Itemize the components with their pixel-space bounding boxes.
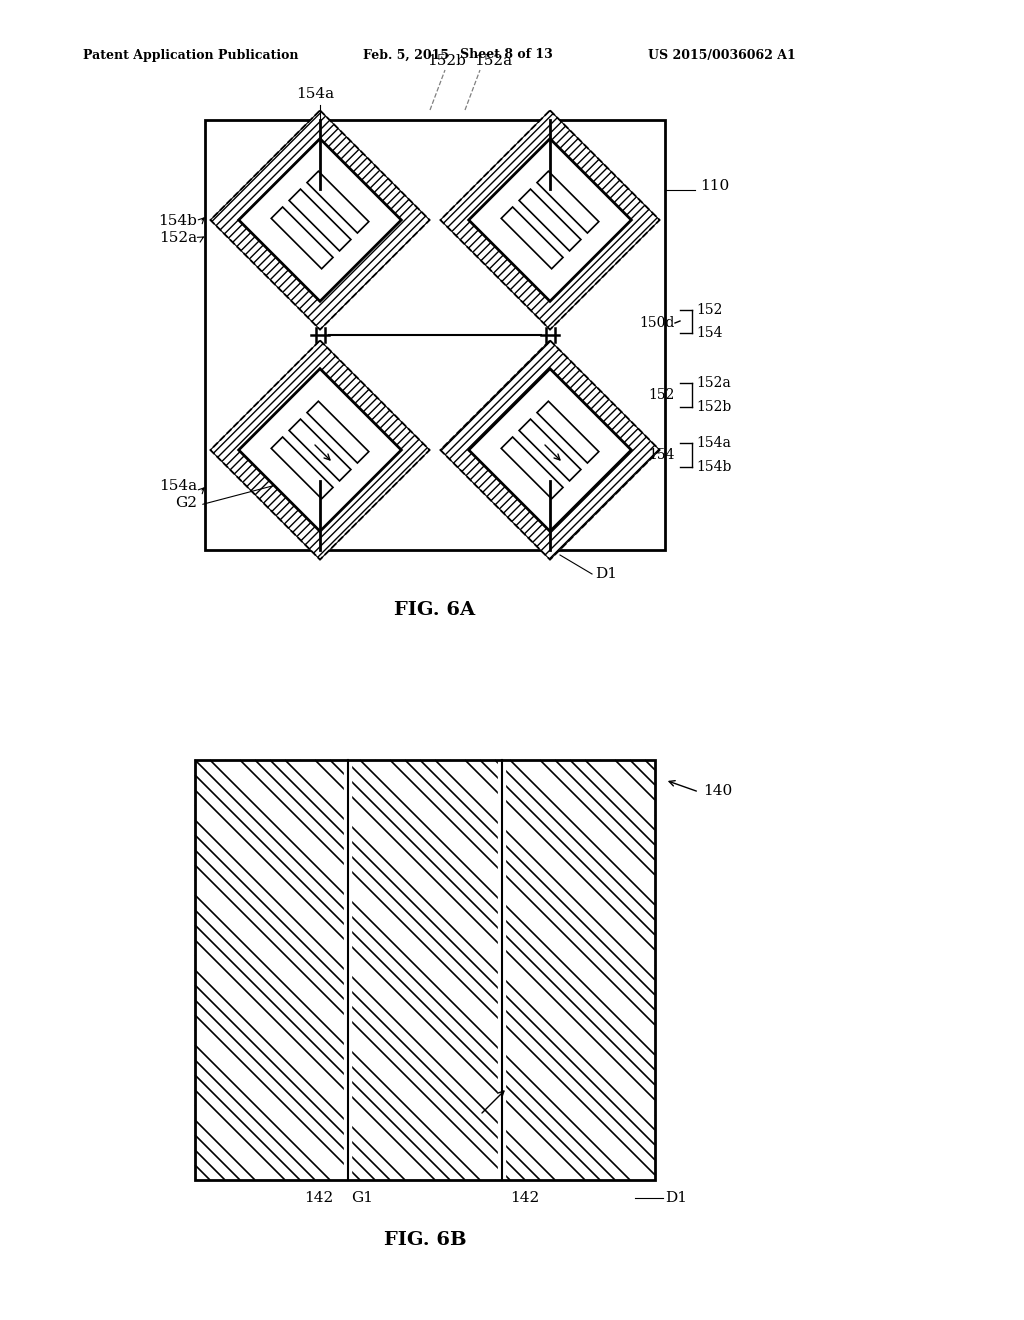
- Polygon shape: [307, 401, 369, 463]
- Text: 150d: 150d: [640, 315, 675, 330]
- Text: Patent Application Publication: Patent Application Publication: [83, 49, 299, 62]
- Polygon shape: [307, 172, 369, 234]
- Polygon shape: [239, 139, 401, 301]
- Text: FIG. 6B: FIG. 6B: [384, 1232, 466, 1249]
- Polygon shape: [289, 418, 351, 480]
- Polygon shape: [440, 111, 659, 330]
- Text: 142: 142: [510, 1191, 539, 1205]
- Polygon shape: [501, 207, 563, 269]
- Text: 152a: 152a: [474, 54, 512, 69]
- Text: 152b: 152b: [696, 400, 731, 414]
- Polygon shape: [519, 189, 581, 251]
- Polygon shape: [271, 207, 333, 269]
- Text: FIG. 6A: FIG. 6A: [394, 601, 475, 619]
- Bar: [205, 120, 665, 550]
- Text: 152: 152: [648, 388, 675, 403]
- Text: 110: 110: [700, 180, 729, 193]
- Text: Sheet 8 of 13: Sheet 8 of 13: [460, 49, 553, 62]
- Text: G2: G2: [175, 496, 197, 510]
- Text: 152a: 152a: [159, 231, 197, 246]
- Text: 154: 154: [648, 447, 675, 462]
- Bar: [195, 760, 655, 1180]
- Text: 152b: 152b: [428, 54, 467, 69]
- Polygon shape: [469, 368, 632, 532]
- Polygon shape: [519, 418, 581, 480]
- Text: 154a: 154a: [159, 479, 197, 492]
- Polygon shape: [289, 189, 351, 251]
- Text: 140: 140: [703, 784, 732, 799]
- Polygon shape: [210, 111, 430, 330]
- Text: 154a: 154a: [696, 436, 731, 450]
- Text: 154b: 154b: [158, 214, 197, 228]
- Text: Feb. 5, 2015: Feb. 5, 2015: [362, 49, 449, 62]
- Polygon shape: [210, 341, 430, 560]
- Polygon shape: [537, 401, 599, 463]
- Text: 142: 142: [304, 1191, 334, 1205]
- Text: US 2015/0036062 A1: US 2015/0036062 A1: [648, 49, 796, 62]
- Text: G1: G1: [351, 1191, 374, 1205]
- Text: 154b: 154b: [696, 459, 731, 474]
- Polygon shape: [239, 368, 401, 532]
- Bar: [195, 760, 655, 1180]
- Text: 154: 154: [696, 326, 723, 341]
- Polygon shape: [440, 341, 659, 560]
- Polygon shape: [469, 139, 632, 301]
- Text: 152: 152: [696, 304, 722, 317]
- Polygon shape: [271, 437, 333, 499]
- Text: 154a: 154a: [296, 87, 334, 102]
- Polygon shape: [537, 172, 599, 234]
- Text: 152a: 152a: [696, 376, 731, 389]
- Text: D1: D1: [595, 568, 617, 581]
- Polygon shape: [501, 437, 563, 499]
- Text: D1: D1: [665, 1191, 687, 1205]
